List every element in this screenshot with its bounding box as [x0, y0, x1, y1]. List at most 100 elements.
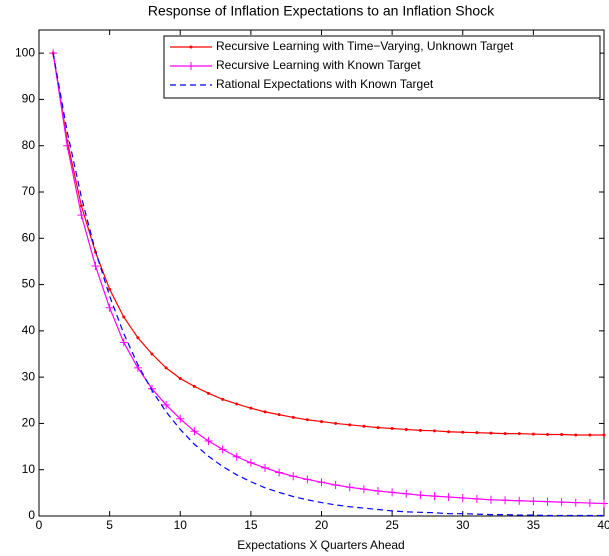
point	[303, 475, 312, 484]
y-tick-label: 60	[22, 230, 36, 244]
point	[560, 433, 564, 437]
point	[388, 488, 397, 497]
point	[588, 433, 592, 437]
point	[305, 418, 309, 422]
point	[320, 420, 323, 424]
legend-label: Rational Expectations with Known Target	[216, 77, 434, 91]
point	[192, 384, 196, 388]
x-tick-label: 0	[36, 518, 43, 532]
point	[246, 458, 255, 467]
point	[574, 433, 578, 437]
y-tick-label: 80	[22, 138, 36, 152]
legend-label: Recursive Learning with Known Target	[216, 58, 421, 72]
y-tick-label: 100	[15, 45, 35, 59]
x-tick-label: 20	[315, 518, 329, 532]
point	[571, 498, 580, 507]
point	[207, 391, 210, 395]
point	[235, 402, 239, 406]
point	[261, 463, 269, 472]
point	[204, 437, 213, 446]
point	[376, 426, 380, 430]
point	[331, 480, 340, 489]
point	[249, 406, 253, 410]
point	[390, 427, 394, 431]
point	[602, 433, 606, 437]
point	[79, 204, 83, 208]
x-tick-label: 5	[106, 518, 113, 532]
point	[430, 492, 439, 501]
x-tick-label: 30	[456, 518, 470, 532]
point	[487, 495, 495, 504]
legend-marker	[189, 45, 193, 49]
y-tick-label: 30	[22, 369, 36, 383]
point	[263, 410, 267, 414]
series-line	[52, 53, 604, 436]
point	[136, 336, 140, 340]
x-tick-label: 15	[244, 518, 258, 532]
x-tick-label: 35	[527, 518, 541, 532]
point	[475, 431, 479, 435]
point	[531, 432, 535, 436]
chart-title: Response of Inflation Expectations to an…	[148, 3, 495, 19]
point	[162, 400, 171, 409]
point	[275, 468, 284, 477]
legend-label: Recursive Learning with Time−Varying, Un…	[216, 39, 514, 53]
point	[218, 445, 227, 454]
point	[105, 303, 114, 312]
y-tick-label: 10	[22, 462, 36, 476]
point	[77, 211, 86, 220]
point	[402, 489, 411, 498]
series-line	[52, 53, 604, 517]
y-tick-label: 50	[22, 277, 36, 291]
point	[557, 498, 566, 507]
point	[543, 497, 552, 506]
point	[458, 493, 467, 502]
x-tick-label: 40	[597, 518, 609, 532]
point	[108, 287, 112, 291]
point	[190, 427, 199, 436]
point	[529, 497, 538, 506]
point	[91, 262, 100, 271]
y-tick-label: 40	[22, 323, 36, 337]
legend-box	[163, 35, 601, 99]
point	[221, 397, 225, 401]
point	[416, 491, 425, 500]
point	[444, 493, 453, 502]
point	[517, 432, 521, 436]
point	[472, 494, 481, 503]
point	[119, 338, 128, 347]
point	[164, 366, 168, 370]
point	[503, 432, 507, 436]
y-tick-label: 90	[22, 92, 36, 106]
point	[501, 496, 510, 505]
point	[289, 472, 298, 481]
point	[277, 413, 281, 417]
point	[461, 430, 465, 434]
series-line	[52, 53, 605, 505]
point	[348, 423, 352, 427]
point	[418, 428, 422, 432]
point	[362, 424, 366, 428]
plot-area	[38, 29, 605, 517]
point	[232, 452, 241, 461]
point	[178, 377, 182, 381]
point	[374, 487, 382, 496]
y-tick-label: 20	[22, 416, 36, 430]
point	[291, 415, 295, 419]
point	[345, 483, 354, 492]
point	[176, 414, 185, 423]
x-tick-label: 10	[174, 518, 188, 532]
point	[546, 433, 549, 437]
y-tick-label: 0	[28, 508, 35, 522]
point	[433, 429, 436, 433]
point	[585, 499, 594, 508]
legend-marker	[187, 62, 195, 70]
point	[600, 499, 608, 508]
point	[122, 315, 126, 319]
point	[359, 485, 368, 494]
x-axis-label: Expectations X Quarters Ahead	[237, 538, 404, 552]
x-tick-label: 25	[385, 518, 399, 532]
point	[334, 421, 338, 425]
point	[515, 496, 524, 505]
